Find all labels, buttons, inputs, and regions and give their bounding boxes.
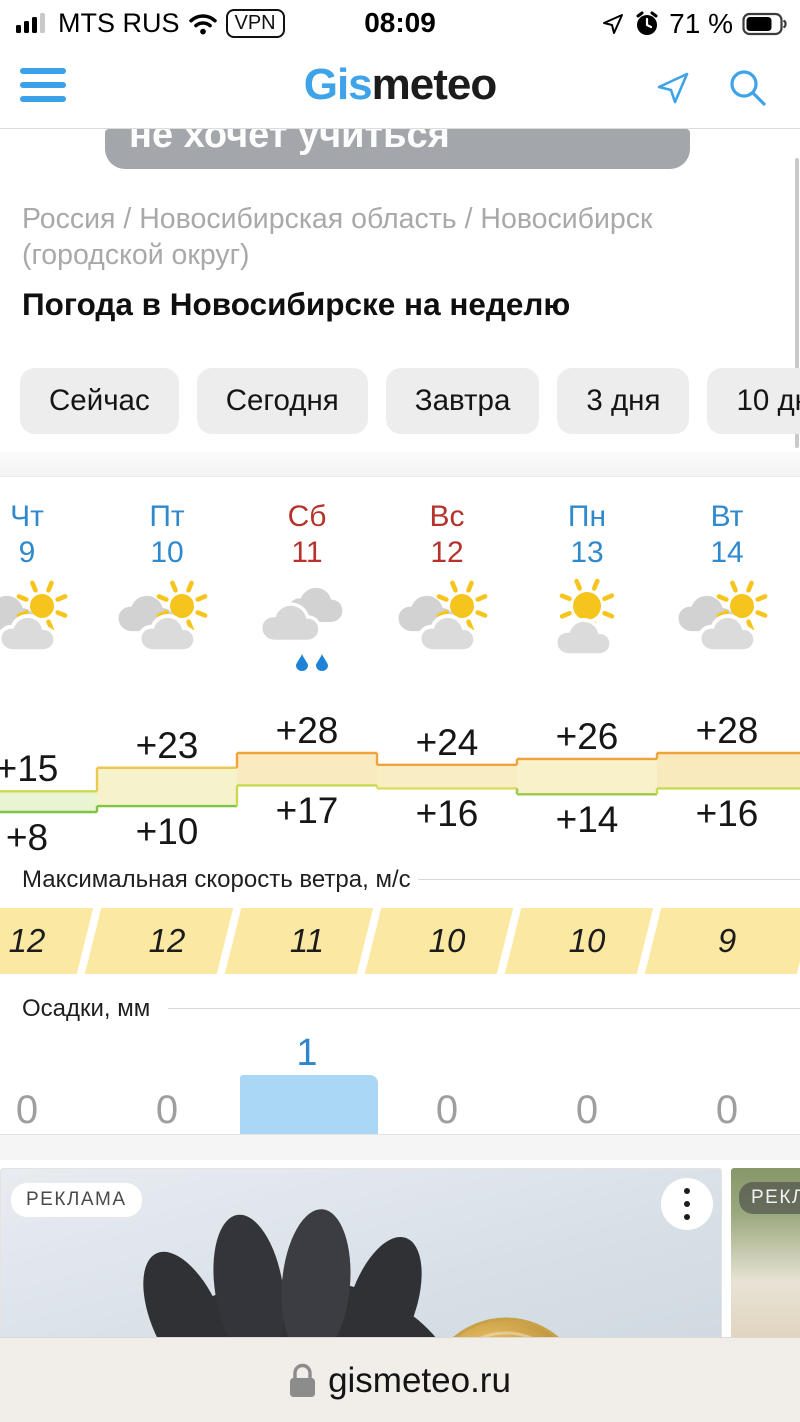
temp-min-label: +16 (695, 793, 759, 835)
cloud-sun-icon (678, 580, 768, 654)
precip-section-label: Осадки, мм (22, 995, 151, 1022)
temp-max-label: +28 (695, 710, 759, 751)
tab-1[interactable]: Сейчас (20, 368, 179, 434)
page-title: Погода в Новосибирске на неделю (22, 286, 571, 322)
temp-max-label: +26 (555, 715, 619, 757)
battery-icon (742, 12, 787, 36)
day-date: 10 (150, 536, 184, 569)
temp-min-label: +16 (415, 793, 479, 835)
header-divider (0, 128, 800, 129)
day-name: Пн (567, 500, 607, 533)
precip-value: 0 (155, 1088, 179, 1132)
clouds-rain-icon (259, 587, 343, 671)
forecast-day-column[interactable]: Вс 12 (377, 500, 517, 679)
gismeteo-logo[interactable]: Gismeteo (303, 60, 498, 109)
temp-max-label: +23 (135, 724, 199, 766)
period-tabs: Сейчас Сегодня Завтра 3 дня 10 дней (20, 368, 800, 434)
precip-value: 0 (15, 1088, 39, 1132)
forecast-day-column[interactable]: Пн 13 (517, 500, 657, 679)
location-arrow-icon (603, 14, 624, 34)
temp-min-label: +14 (555, 799, 619, 841)
day-date: 11 (291, 536, 323, 569)
day-name: Сб (287, 500, 327, 533)
temp-min-label: +17 (275, 790, 339, 832)
status-bar: MTS RUS VPN 08:09 71 % (0, 0, 800, 44)
hamburger-menu-icon[interactable] (20, 68, 66, 110)
browser-url-bar[interactable]: gismeteo.ru (0, 1337, 800, 1422)
lock-icon (290, 1363, 316, 1397)
temp-max-label: +28 (275, 710, 339, 751)
temp-max-label: +24 (415, 721, 479, 763)
wind-value: 12 (8, 922, 46, 959)
precip-bar (240, 1075, 378, 1135)
breadcrumb[interactable]: Россия / Новосибирская область / Новосиб… (22, 203, 653, 271)
temp-min-label: +8 (5, 817, 49, 858)
temperature-band-chart (0, 751, 800, 814)
cloud-sun-icon (118, 580, 208, 654)
precip-value: 1 (296, 1032, 318, 1074)
wifi-icon (188, 13, 217, 34)
top-ad-banner[interactable]: не хочет учиться (105, 129, 690, 169)
day-name: Вт (710, 500, 744, 533)
tab-5[interactable]: 10 дней (707, 368, 800, 434)
wind-label-rule (418, 879, 800, 880)
cloud-sun-icon (398, 580, 488, 654)
ad-options-button[interactable] (661, 1178, 713, 1230)
temp-max-label: +15 (0, 748, 59, 790)
wind-value: 11 (289, 922, 325, 959)
vpn-badge: VPN (225, 9, 285, 38)
precip-value: 0 (715, 1088, 739, 1132)
sun-cloud-icon (553, 578, 615, 658)
day-date: 12 (430, 536, 464, 569)
day-name: Пт (149, 500, 185, 533)
battery-percent-label: 71 % (669, 8, 733, 39)
alarm-clock-icon (636, 11, 658, 35)
tab-4[interactable]: 3 дня (557, 368, 690, 434)
precip-value: 0 (435, 1088, 459, 1132)
top-ad-banner-text: не хочет учиться (129, 129, 450, 156)
scrollbar[interactable] (795, 158, 799, 448)
day-date: 14 (710, 536, 744, 569)
day-date: 9 (18, 536, 36, 569)
day-date: 13 (570, 536, 604, 569)
wind-value: 10 (428, 922, 466, 959)
forecast-day-column[interactable]: Пт 10 (97, 500, 237, 679)
forecast-bottom-divider (0, 1134, 800, 1160)
forecast-day-column[interactable]: Вт 14 (657, 500, 797, 679)
tab-2[interactable]: Сегодня (196, 368, 368, 434)
cloud-sun-icon (0, 580, 68, 654)
status-time: 08:09 (364, 7, 436, 38)
forecast-day-column[interactable]: Чт 9 (0, 500, 97, 679)
wind-value: 9 (717, 922, 737, 959)
forecast-day-column[interactable]: Сб 11 (237, 500, 377, 679)
url-text: gismeteo.ru (328, 1360, 511, 1400)
ad-badge: РЕКЛАМА (11, 1183, 142, 1217)
app-header: Gismeteo (0, 44, 800, 128)
day-name: Вс (429, 500, 465, 533)
wind-section-label: Максимальная скорость ветра, м/с (22, 866, 411, 893)
carrier-label: MTS RUS (58, 8, 180, 38)
geolocation-icon[interactable] (653, 68, 693, 113)
section-divider (0, 452, 800, 477)
wind-value: 10 (568, 922, 606, 959)
tab-3[interactable]: Завтра (385, 368, 540, 434)
wind-value: 12 (148, 922, 186, 959)
day-name: Чт (10, 500, 44, 533)
temp-min-label: +10 (135, 811, 199, 853)
precip-value: 0 (575, 1088, 599, 1132)
ad-badge: РЕКЛАМА (739, 1182, 800, 1214)
search-icon[interactable] (726, 66, 770, 115)
signal-bars-icon (16, 12, 45, 33)
precip-label-rule (168, 1008, 800, 1009)
